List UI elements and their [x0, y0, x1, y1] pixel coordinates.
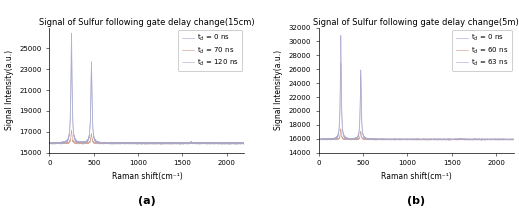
- t$_d$ = 0 ns: [507, 139, 513, 141]
- Y-axis label: Signal Intensity(a.u.): Signal Intensity(a.u.): [274, 50, 283, 130]
- t$_d$ = 70 ns: [241, 142, 248, 145]
- t$_d$ = 63 ns: [390, 138, 397, 141]
- t$_d$ = 63 ns: [338, 62, 344, 64]
- t$_d$ = 70 ns: [207, 142, 213, 144]
- t$_d$ = 120 ns: [163, 142, 170, 144]
- Legend: t$_d$ = 0 ns, t$_d$ = 60 ns, t$_d$ = 63 ns: t$_d$ = 0 ns, t$_d$ = 60 ns, t$_d$ = 63 …: [452, 30, 512, 71]
- t$_d$ = 70 ns: [69, 129, 75, 132]
- t$_d$ = 120 ns: [173, 142, 180, 145]
- t$_d$ = 70 ns: [173, 142, 180, 144]
- t$_d$ = 60 ns: [351, 138, 357, 141]
- t$_d$ = 120 ns: [176, 143, 183, 146]
- t$_d$ = 120 ns: [192, 142, 198, 144]
- Line: t$_d$ = 60 ns: t$_d$ = 60 ns: [319, 129, 514, 140]
- t$_d$ = 70 ns: [121, 142, 127, 144]
- t$_d$ = 70 ns: [81, 141, 88, 144]
- Line: t$_d$ = 0 ns: t$_d$ = 0 ns: [49, 33, 244, 144]
- t$_d$ = 0 ns: [207, 142, 213, 145]
- t$_d$ = 0 ns: [227, 143, 234, 145]
- t$_d$ = 0 ns: [476, 138, 482, 141]
- t$_d$ = 0 ns: [163, 142, 170, 144]
- t$_d$ = 60 ns: [443, 138, 449, 140]
- t$_d$ = 0 ns: [316, 138, 322, 141]
- t$_d$ = 63 ns: [351, 137, 357, 140]
- t$_d$ = 63 ns: [409, 139, 415, 141]
- t$_d$ = 70 ns: [163, 142, 170, 145]
- Legend: t$_d$ = 0 ns, t$_d$ = 70 ns, t$_d$ = 120 ns: t$_d$ = 0 ns, t$_d$ = 70 ns, t$_d$ = 120…: [179, 30, 242, 71]
- Text: (a): (a): [138, 196, 156, 206]
- t$_d$ = 0 ns: [81, 141, 88, 143]
- t$_d$ = 120 ns: [207, 142, 213, 145]
- t$_d$ = 120 ns: [241, 142, 248, 145]
- Text: (b): (b): [407, 196, 425, 206]
- t$_d$ = 120 ns: [69, 53, 75, 56]
- t$_d$ = 120 ns: [121, 142, 127, 144]
- t$_d$ = 0 ns: [121, 142, 127, 144]
- X-axis label: Raman shift(cm⁻¹): Raman shift(cm⁻¹): [112, 172, 182, 181]
- t$_d$ = 60 ns: [390, 138, 397, 140]
- t$_d$ = 63 ns: [476, 139, 482, 141]
- t$_d$ = 63 ns: [443, 138, 449, 141]
- t$_d$ = 0 ns: [173, 142, 180, 144]
- t$_d$ = 0 ns: [69, 32, 75, 35]
- t$_d$ = 60 ns: [338, 127, 344, 130]
- Line: t$_d$ = 0 ns: t$_d$ = 0 ns: [319, 35, 514, 140]
- Line: t$_d$ = 120 ns: t$_d$ = 120 ns: [49, 54, 244, 144]
- t$_d$ = 70 ns: [192, 142, 198, 144]
- t$_d$ = 70 ns: [46, 142, 52, 145]
- t$_d$ = 0 ns: [443, 138, 449, 140]
- t$_d$ = 60 ns: [511, 138, 517, 141]
- t$_d$ = 0 ns: [511, 138, 517, 141]
- t$_d$ = 0 ns: [461, 138, 468, 140]
- t$_d$ = 60 ns: [433, 138, 439, 141]
- Title: Signal of Sulfur following gate delay change(15cm): Signal of Sulfur following gate delay ch…: [39, 18, 255, 27]
- t$_d$ = 120 ns: [81, 141, 88, 143]
- t$_d$ = 63 ns: [461, 138, 468, 141]
- Line: t$_d$ = 70 ns: t$_d$ = 70 ns: [49, 130, 244, 144]
- t$_d$ = 63 ns: [511, 138, 517, 141]
- t$_d$ = 0 ns: [338, 34, 344, 37]
- Line: t$_d$ = 63 ns: t$_d$ = 63 ns: [319, 63, 514, 140]
- t$_d$ = 70 ns: [142, 143, 148, 146]
- t$_d$ = 0 ns: [192, 142, 198, 144]
- t$_d$ = 0 ns: [46, 142, 52, 144]
- Y-axis label: Signal Intensity(a.u.): Signal Intensity(a.u.): [5, 50, 13, 130]
- t$_d$ = 0 ns: [433, 138, 439, 141]
- t$_d$ = 120 ns: [46, 141, 52, 144]
- X-axis label: Raman shift(cm⁻¹): Raman shift(cm⁻¹): [381, 172, 452, 181]
- t$_d$ = 60 ns: [447, 139, 453, 141]
- t$_d$ = 0 ns: [390, 138, 397, 141]
- t$_d$ = 0 ns: [351, 138, 357, 140]
- Title: Signal of Sulfur following gate delay change(5m): Signal of Sulfur following gate delay ch…: [313, 18, 519, 27]
- t$_d$ = 63 ns: [433, 138, 439, 141]
- t$_d$ = 0 ns: [241, 142, 248, 145]
- t$_d$ = 60 ns: [461, 138, 468, 141]
- t$_d$ = 60 ns: [316, 138, 322, 141]
- t$_d$ = 63 ns: [316, 138, 322, 141]
- t$_d$ = 60 ns: [476, 138, 482, 141]
